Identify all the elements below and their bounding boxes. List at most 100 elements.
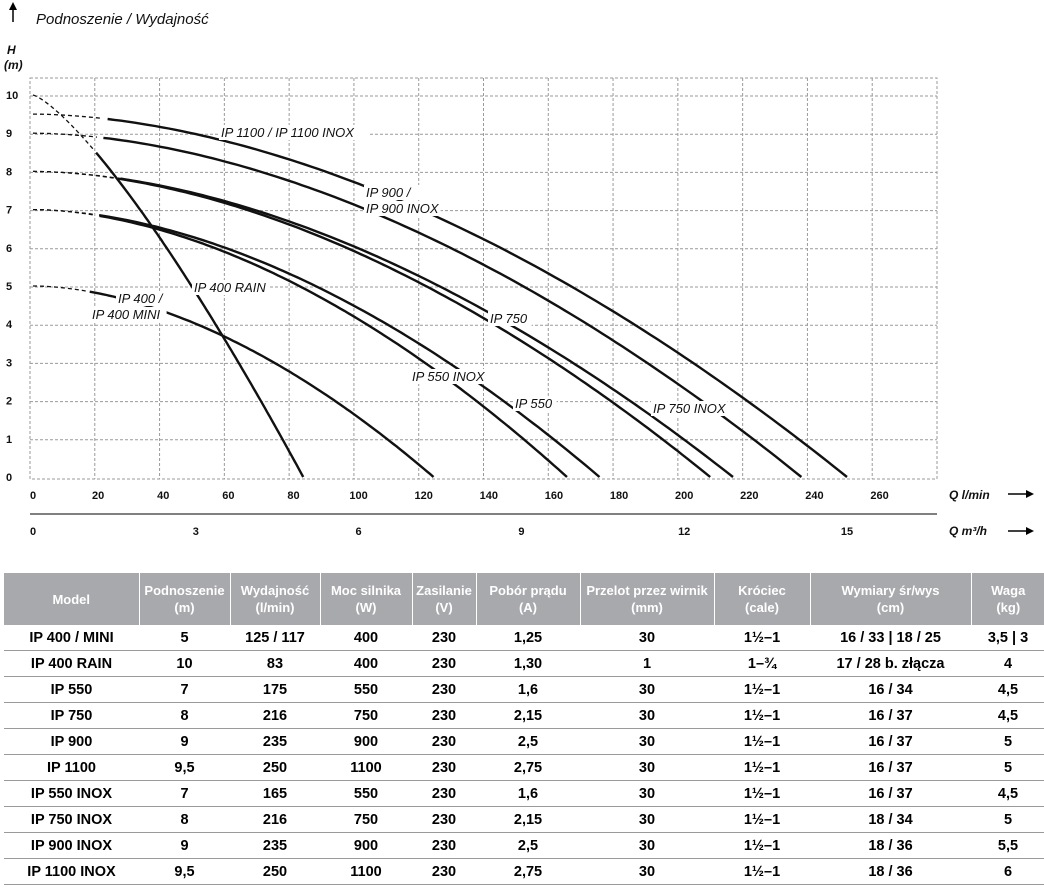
chart-curves (32, 94, 848, 478)
column-header-text: Moc silnika (330, 583, 402, 598)
x-tick-label: 20 (92, 490, 104, 502)
table-cell: 235 (230, 832, 320, 859)
y-tick-label: 9 (6, 128, 12, 140)
table-cell: 1½–1 (714, 754, 810, 781)
table-cell: 2,15 (476, 806, 580, 833)
y-tick-label: 0 (6, 472, 12, 484)
curve-ip-550-inox (99, 214, 568, 478)
table-cell: 30 (580, 676, 714, 703)
x-tick-label: 40 (157, 490, 169, 502)
table-cell: 250 (230, 858, 320, 885)
table-cell: 1½–1 (714, 702, 810, 729)
x-tick-label: 60 (222, 490, 234, 502)
table-cell: 4,5 (971, 702, 1044, 729)
y-tick-label: 3 (6, 357, 12, 369)
x-tick-label: 180 (610, 490, 628, 502)
curve-label-ip900: IP 900 INOX (366, 201, 440, 216)
table-row: IP 900 9 235 900 230 2,5 30 1½–1 16 / 37 5 (4, 728, 1044, 755)
table-cell: 175 (230, 676, 320, 703)
table-cell: 16 / 37 (810, 754, 971, 781)
y-tick-label: 2 (6, 396, 12, 408)
table-row: IP 1100 INOX 9,5 250 1100 230 2,75 30 1½–1 18 / … (4, 858, 1044, 885)
table-cell: IP 900 (4, 728, 139, 755)
column-header-text: (kg) (996, 600, 1021, 615)
table-cell: 30 (580, 780, 714, 807)
table-row: IP 750 INOX 8 216 750 230 2,15 30 1½–1 18 / 34 5 (4, 806, 1044, 833)
table-cell: 1½–1 (714, 780, 810, 807)
table-cell: 7 (139, 676, 230, 703)
curve-label-bg (116, 291, 173, 306)
table-cell: 1–¾ (714, 650, 810, 677)
table-cell: 9 (139, 832, 230, 859)
table-row: IP 900 INOX 9 235 900 230 2,5 30 1½–1 18 / 36 5,5 (4, 832, 1044, 859)
y-tick-label: 5 (6, 281, 12, 293)
table-cell: 230 (412, 832, 476, 859)
chart-grid (29, 77, 938, 480)
table-cell: IP 550 (4, 676, 139, 703)
curve-ip-400-rain (95, 151, 305, 478)
chart-curve-labels: IP 1100 / IP 1100 INOX IP 900 /IP 900 INO… (90, 125, 728, 416)
y-axis-arrowhead (9, 2, 17, 10)
table-cell: 3,5 | 3 (971, 625, 1044, 651)
table-cell: 1100 (320, 754, 412, 781)
curve-label-bg (513, 396, 557, 411)
table-cell: 1,30 (476, 650, 580, 677)
column-header-text: (cale) (745, 600, 779, 615)
table-cell: 8 (139, 702, 230, 729)
table-cell: 16 / 37 (810, 702, 971, 729)
table-cell: IP 750 INOX (4, 806, 139, 833)
table-cell: IP 750 (4, 702, 139, 729)
table-cell: 30 (580, 806, 714, 833)
table-row: IP 400 / MINI 5 125 / 117 400 230 1,25 30 1½–1 1… (4, 625, 1044, 651)
x-tick-label: 140 (480, 490, 498, 502)
table-cell: 216 (230, 806, 320, 833)
table-cell: IP 550 INOX (4, 780, 139, 807)
column-header-text: (A) (518, 600, 538, 615)
table-cell: 1½–1 (714, 625, 810, 651)
curve-label-ip750inox: IP 750 INOX (653, 401, 727, 416)
curve-dashed-ip-900-ip-900-inox (32, 132, 98, 138)
table-cell: 750 (320, 806, 412, 833)
y-axis-label: H (7, 43, 16, 57)
table-cell: 30 (580, 858, 714, 885)
column-header-text: (l/min) (255, 600, 295, 615)
curve-label-bg (488, 311, 532, 326)
table-cell: 8 (139, 806, 230, 833)
table-cell: 5 (139, 625, 230, 651)
curve-label-bg (364, 185, 421, 200)
x2-tick-label: 15 (841, 526, 853, 538)
x-axis-arrowhead (1026, 490, 1034, 498)
column-header: Podnoszenie (m) (139, 573, 231, 625)
column-header: Model (4, 573, 140, 625)
curve-dashed-ip-400-ip-400-mini (33, 285, 87, 292)
curve-ip-750-inox (120, 177, 734, 478)
column-header: Przelot przez wirnik (mm) (580, 573, 715, 625)
table-cell: 230 (412, 806, 476, 833)
curve-label-bg (219, 125, 369, 140)
column-header-text: Przelot przez wirnik (586, 583, 708, 598)
table-cell: 2,5 (476, 832, 580, 859)
table-cell: 125 / 117 (230, 625, 320, 651)
table-cell: 2,75 (476, 858, 580, 885)
curve-dashed-ip-550 (33, 208, 95, 216)
table-cell: 1½–1 (714, 728, 810, 755)
x-tick-label: 220 (740, 490, 758, 502)
table-cell: 250 (230, 754, 320, 781)
table-cell: 6 (971, 858, 1044, 885)
column-header: Króciec (cale) (714, 573, 811, 625)
column-header-text: Zasilanie (416, 583, 472, 598)
table-cell: 750 (320, 702, 412, 729)
x-tick-label: 200 (675, 490, 693, 502)
table-cell: 1100 (320, 858, 412, 885)
table-cell: 4 (971, 650, 1044, 677)
x-axis2-arrowhead (1026, 527, 1034, 535)
table-cell: 230 (412, 676, 476, 703)
x-tick-label: 160 (545, 490, 563, 502)
x-tick-label: 100 (349, 490, 367, 502)
curve-ip-1100-ip-1100-inox (107, 117, 848, 478)
column-header-text: (W) (355, 600, 377, 615)
table-cell: 230 (412, 702, 476, 729)
table-cell: 165 (230, 780, 320, 807)
column-header: Zasilanie (V) (412, 573, 477, 625)
curve-dashed-ip-1100-ip-1100-inox (32, 113, 101, 119)
